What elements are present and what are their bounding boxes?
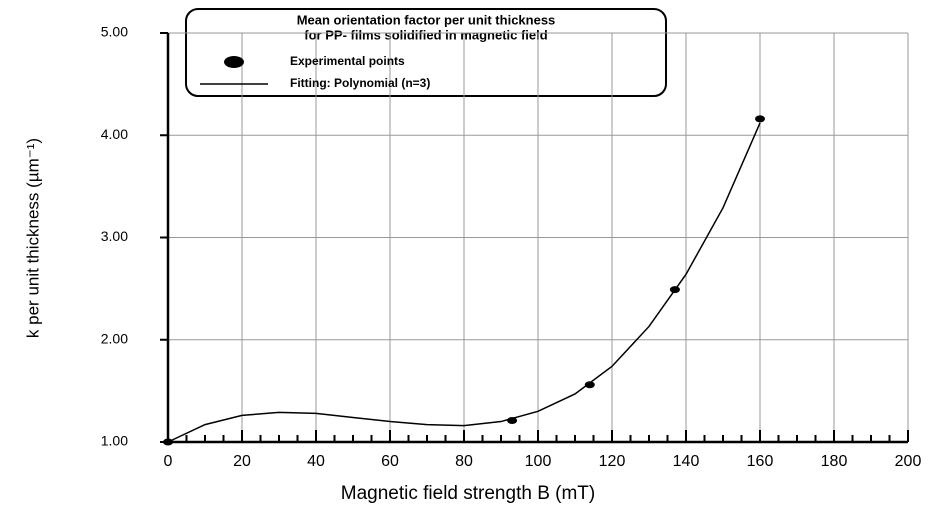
legend-box [185,8,667,97]
x-tick-label: 140 [673,453,700,470]
x-tick-label: 20 [233,453,251,470]
chart-title: for PP- films solidified in magnetic fie… [304,27,547,42]
y-tick-label: 2.00 [101,330,128,346]
legend-marker [224,56,244,68]
x-tick-label: 60 [381,453,399,470]
legend-label: Fitting: Polynomial (n=3) [290,76,430,90]
marks [163,115,765,446]
x-tick-label: 100 [525,453,552,470]
x-tick-label: 40 [307,453,325,470]
y-tick-label: 1.00 [101,433,128,449]
y-axis-label: k per unit thickness (µm⁻¹) [23,138,42,338]
legend-label: Experimental points [290,54,405,68]
x-tick-label: 160 [747,453,774,470]
x-axis-label: Magnetic field strength B (mT) [341,483,595,504]
y-tick-label: 5.00 [101,24,128,40]
x-tick-label: 180 [821,453,848,470]
x-tick-label: 120 [599,453,626,470]
chart-title: Mean orientation factor per unit thickne… [297,12,556,27]
y-tick-label: 4.00 [101,126,128,142]
data-point [755,115,765,123]
x-tick-label: 80 [455,453,473,470]
data-point [584,381,595,389]
x-tick-label: 0 [164,453,173,470]
y-tick-label: 3.00 [101,228,128,244]
x-tick-label: 200 [895,453,922,470]
fit-line [167,122,761,443]
grid [167,32,909,443]
